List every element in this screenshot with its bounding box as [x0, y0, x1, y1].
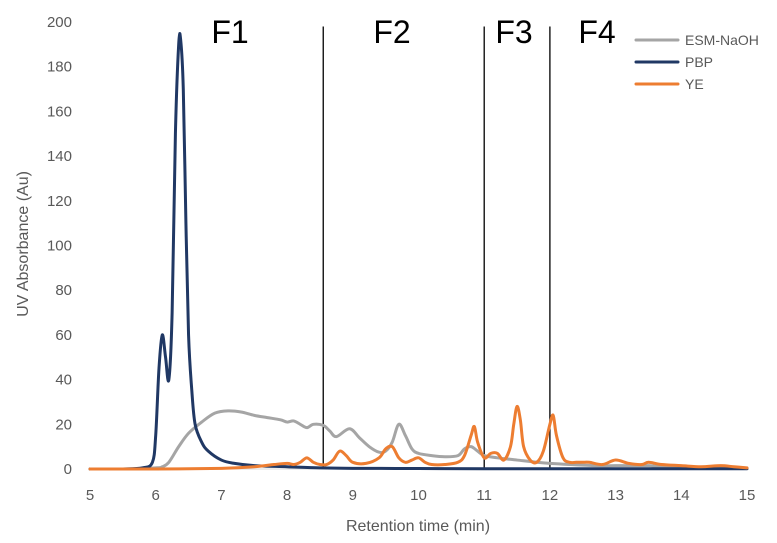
y-tick-label: 160 — [47, 103, 72, 120]
fraction-label-f4: F4 — [578, 14, 615, 50]
y-tick-label: 20 — [55, 416, 72, 433]
x-tick-label: 13 — [607, 487, 624, 504]
fraction-labels: F1 F2 F3 F4 — [211, 14, 615, 50]
fraction-label-f2: F2 — [373, 14, 410, 50]
x-tick-label: 10 — [410, 487, 427, 504]
legend-label-pbp: PBP — [685, 54, 713, 70]
y-tick-label: 60 — [55, 327, 72, 344]
x-tick-label: 7 — [217, 487, 225, 504]
series-group — [88, 31, 749, 471]
x-axis-title: Retention time (min) — [346, 518, 490, 535]
fraction-label-f1: F1 — [211, 14, 248, 50]
y-tick-label: 0 — [64, 461, 72, 478]
y-tick-label: 120 — [47, 193, 72, 210]
x-tick-label: 9 — [349, 487, 357, 504]
x-tick-label: 15 — [739, 487, 756, 504]
y-tick-label: 180 — [47, 59, 72, 76]
legend: ESM-NaOH PBP YE — [634, 32, 759, 92]
legend-label-ye: YE — [685, 76, 704, 92]
axes: 5 6 7 8 9 10 11 12 13 14 15 0 20 40 60 80 100 120 140 160 18… — [47, 14, 755, 504]
x-tick-label: 5 — [86, 487, 94, 504]
y-tick-label: 140 — [47, 148, 72, 165]
y-tick-label: 100 — [47, 238, 72, 255]
series-line-pbp — [88, 31, 749, 471]
fraction-dividers — [322, 26, 551, 469]
x-tick-label: 8 — [283, 487, 291, 504]
fraction-label-f3: F3 — [495, 14, 532, 50]
y-tick-label: 40 — [55, 372, 72, 389]
x-tick-label: 6 — [152, 487, 160, 504]
y-tick-label: 200 — [47, 14, 72, 31]
series-line-esm-naoh — [88, 409, 749, 471]
y-axis-title: UV Absorbance (Au) — [15, 171, 32, 317]
x-tick-label: 11 — [476, 487, 492, 504]
y-tick-label: 80 — [55, 282, 72, 299]
x-tick-label: 14 — [673, 487, 690, 504]
legend-label-esm-naoh: ESM-NaOH — [685, 32, 759, 48]
series-line-ye — [88, 404, 749, 471]
x-tick-label: 12 — [542, 487, 559, 504]
